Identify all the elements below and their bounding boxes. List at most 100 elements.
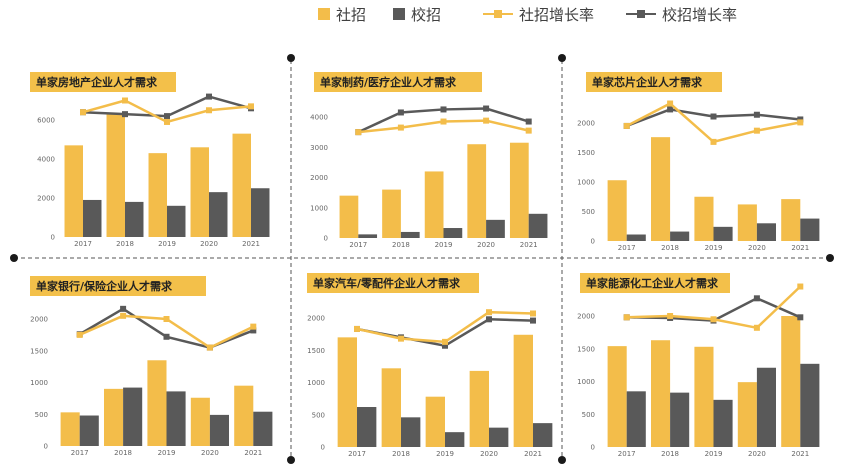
bar-campus (713, 226, 733, 241)
line-social-rate-marker (623, 122, 630, 129)
chart-title-background (586, 72, 722, 92)
line-campus-rate-marker (753, 295, 760, 302)
y-tick-label: 0 (51, 234, 55, 242)
bar-social (607, 346, 627, 447)
bar-campus (209, 414, 229, 446)
bar-social (148, 153, 167, 237)
line-campus-rate-marker (442, 342, 448, 349)
x-tick-label: 2018 (661, 450, 679, 458)
line-social-rate-marker (442, 338, 448, 345)
x-tick-label: 2021 (524, 450, 542, 458)
y-tick-label: 500 (35, 411, 48, 419)
chart-title: 单家制药/医疗企业人才需求 (320, 75, 457, 89)
line-social-rate-marker (355, 129, 362, 136)
line-campus-rate-marker (753, 111, 760, 118)
x-tick-label: 2019 (436, 450, 454, 458)
chart-title-background (30, 276, 206, 296)
line-social-rate-marker (797, 119, 804, 126)
y-tick-label: 1500 (577, 149, 595, 157)
divider-dot (10, 254, 18, 262)
y-tick-label: 2000 (577, 313, 595, 321)
x-tick-label: 2018 (116, 240, 134, 248)
chart-title: 单家芯片企业人才需求 (592, 75, 703, 89)
bar-social (190, 397, 210, 446)
line-social-rate-marker (440, 118, 447, 125)
x-tick-label: 2018 (392, 450, 410, 458)
bar-social (737, 204, 757, 241)
x-tick-label: 2017 (348, 450, 366, 458)
x-tick-label: 2018 (114, 449, 132, 457)
legend-label: 社招增长率 (519, 5, 595, 24)
line-social-rate-marker (397, 124, 404, 131)
line-campus-rate-marker (206, 93, 212, 100)
line-social-rate (356, 310, 534, 344)
bar-campus (123, 387, 143, 446)
x-tick-label: 2020 (748, 244, 766, 252)
bar-social (234, 385, 254, 446)
x-tick-label: 2017 (618, 244, 636, 252)
bar-campus (167, 205, 186, 237)
chart-title-background (30, 72, 176, 92)
y-tick-label: 1000 (577, 378, 595, 386)
line-social-rate-marker (248, 103, 254, 110)
line-social-rate (626, 102, 801, 144)
line-campus-rate-marker (483, 105, 490, 112)
bar-social (781, 199, 801, 241)
bar-social (651, 137, 671, 241)
bar-campus (79, 415, 99, 446)
y-tick-label: 2000 (577, 120, 595, 128)
chart-legend: 社招 校招 社招增长率 校招增长率 (0, 0, 844, 28)
bar-social (337, 337, 357, 447)
x-tick-label: 2019 (158, 449, 176, 457)
line-social-rate-marker (122, 97, 128, 104)
legend-swatch-social (318, 8, 330, 20)
bar-campus (713, 399, 733, 447)
x-tick-label: 2020 (477, 241, 495, 249)
bar-campus (166, 391, 186, 446)
legend-line-campus-icon (626, 7, 656, 21)
line-social-rate-marker (163, 316, 170, 322)
y-tick-label: 1000 (307, 379, 325, 387)
line-social-rate-marker (623, 314, 630, 321)
divider-dot (826, 254, 834, 262)
divider-dot (558, 456, 566, 464)
line-social-rate-marker (525, 127, 532, 134)
line-social-rate-marker (120, 312, 127, 319)
bar-social (737, 382, 757, 447)
y-tick-label: 4000 (37, 156, 55, 164)
legend-item-social-line: 社招增长率 (483, 4, 594, 24)
bar-campus (489, 427, 509, 447)
y-tick-label: 500 (582, 208, 595, 216)
bar-social (513, 334, 533, 447)
bar-social (104, 388, 124, 446)
line-social-rate-marker (486, 309, 492, 316)
y-tick-label: 1500 (577, 345, 595, 353)
y-tick-label: 1000 (310, 204, 328, 212)
bar-social (106, 114, 125, 237)
line-social-rate-marker (250, 323, 257, 330)
bar-campus (358, 234, 378, 238)
y-tick-label: 1500 (30, 347, 48, 355)
x-tick-label: 2021 (520, 241, 538, 249)
bar-campus (670, 392, 690, 447)
x-tick-label: 2019 (435, 241, 453, 249)
y-tick-label: 2000 (37, 195, 55, 203)
x-tick-label: 2019 (705, 244, 723, 252)
bar-campus (251, 188, 270, 237)
x-tick-label: 2021 (244, 449, 262, 457)
y-tick-label: 0 (324, 235, 328, 243)
line-social-rate-marker (206, 107, 212, 114)
bar-campus (528, 213, 548, 238)
x-tick-label: 2019 (158, 240, 176, 248)
line-social-rate-marker (76, 331, 83, 338)
bar-social (467, 144, 487, 238)
line-social-rate-marker (753, 324, 760, 331)
legend-label: 校招 (411, 5, 442, 24)
bar-social (64, 145, 83, 237)
y-tick-label: 1000 (577, 179, 595, 187)
line-social-rate-marker (667, 100, 674, 107)
line-social-rate-marker (164, 118, 170, 125)
line-campus-rate-marker (163, 333, 170, 340)
chart-title: 单家银行/保险企业人才需求 (36, 279, 173, 293)
x-tick-label: 2017 (74, 240, 92, 248)
